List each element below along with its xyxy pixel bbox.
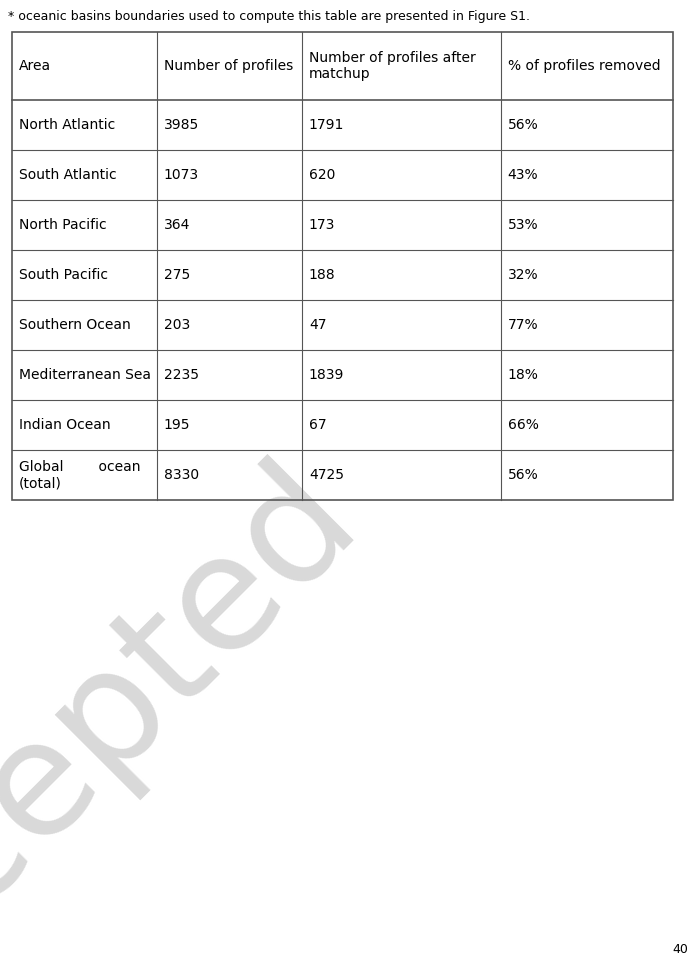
Text: Global        ocean
(total): Global ocean (total) — [19, 460, 140, 490]
Text: 195: 195 — [164, 418, 191, 432]
Text: 43%: 43% — [507, 168, 538, 182]
Text: 77%: 77% — [507, 318, 538, 332]
Text: 47: 47 — [309, 318, 327, 332]
Bar — [12, 32, 672, 500]
Text: 3985: 3985 — [164, 118, 199, 132]
Text: 53%: 53% — [507, 218, 538, 232]
Text: 203: 203 — [164, 318, 190, 332]
Text: South Pacific: South Pacific — [19, 268, 108, 282]
Text: 67: 67 — [309, 418, 327, 432]
Text: * oceanic basins boundaries used to compute this table are presented in Figure S: * oceanic basins boundaries used to comp… — [8, 10, 530, 23]
Text: 32%: 32% — [507, 268, 538, 282]
Text: 1791: 1791 — [309, 118, 344, 132]
Text: 56%: 56% — [507, 468, 538, 482]
Text: North Pacific: North Pacific — [19, 218, 107, 232]
Text: 66%: 66% — [507, 418, 539, 432]
Text: % of profiles removed: % of profiles removed — [507, 59, 660, 73]
Text: South Atlantic: South Atlantic — [19, 168, 117, 182]
Text: 1839: 1839 — [309, 368, 344, 382]
Text: Area: Area — [19, 59, 51, 73]
Text: 2235: 2235 — [164, 368, 199, 382]
Text: 364: 364 — [164, 218, 191, 232]
Text: North Atlantic: North Atlantic — [19, 118, 115, 132]
Text: 18%: 18% — [507, 368, 539, 382]
Text: Accepted: Accepted — [0, 442, 388, 966]
Text: 1073: 1073 — [164, 168, 199, 182]
Text: Number of profiles after
matchup: Number of profiles after matchup — [309, 51, 475, 81]
Text: Indian Ocean: Indian Ocean — [19, 418, 110, 432]
Text: Number of profiles: Number of profiles — [164, 59, 293, 73]
Text: 188: 188 — [309, 268, 336, 282]
Text: 40: 40 — [672, 943, 688, 956]
Text: Southern Ocean: Southern Ocean — [19, 318, 131, 332]
Text: 8330: 8330 — [164, 468, 199, 482]
Text: 56%: 56% — [507, 118, 538, 132]
Text: 275: 275 — [164, 268, 190, 282]
Text: 4725: 4725 — [309, 468, 344, 482]
Text: Mediterranean Sea: Mediterranean Sea — [19, 368, 151, 382]
Text: 173: 173 — [309, 218, 335, 232]
Text: 620: 620 — [309, 168, 335, 182]
